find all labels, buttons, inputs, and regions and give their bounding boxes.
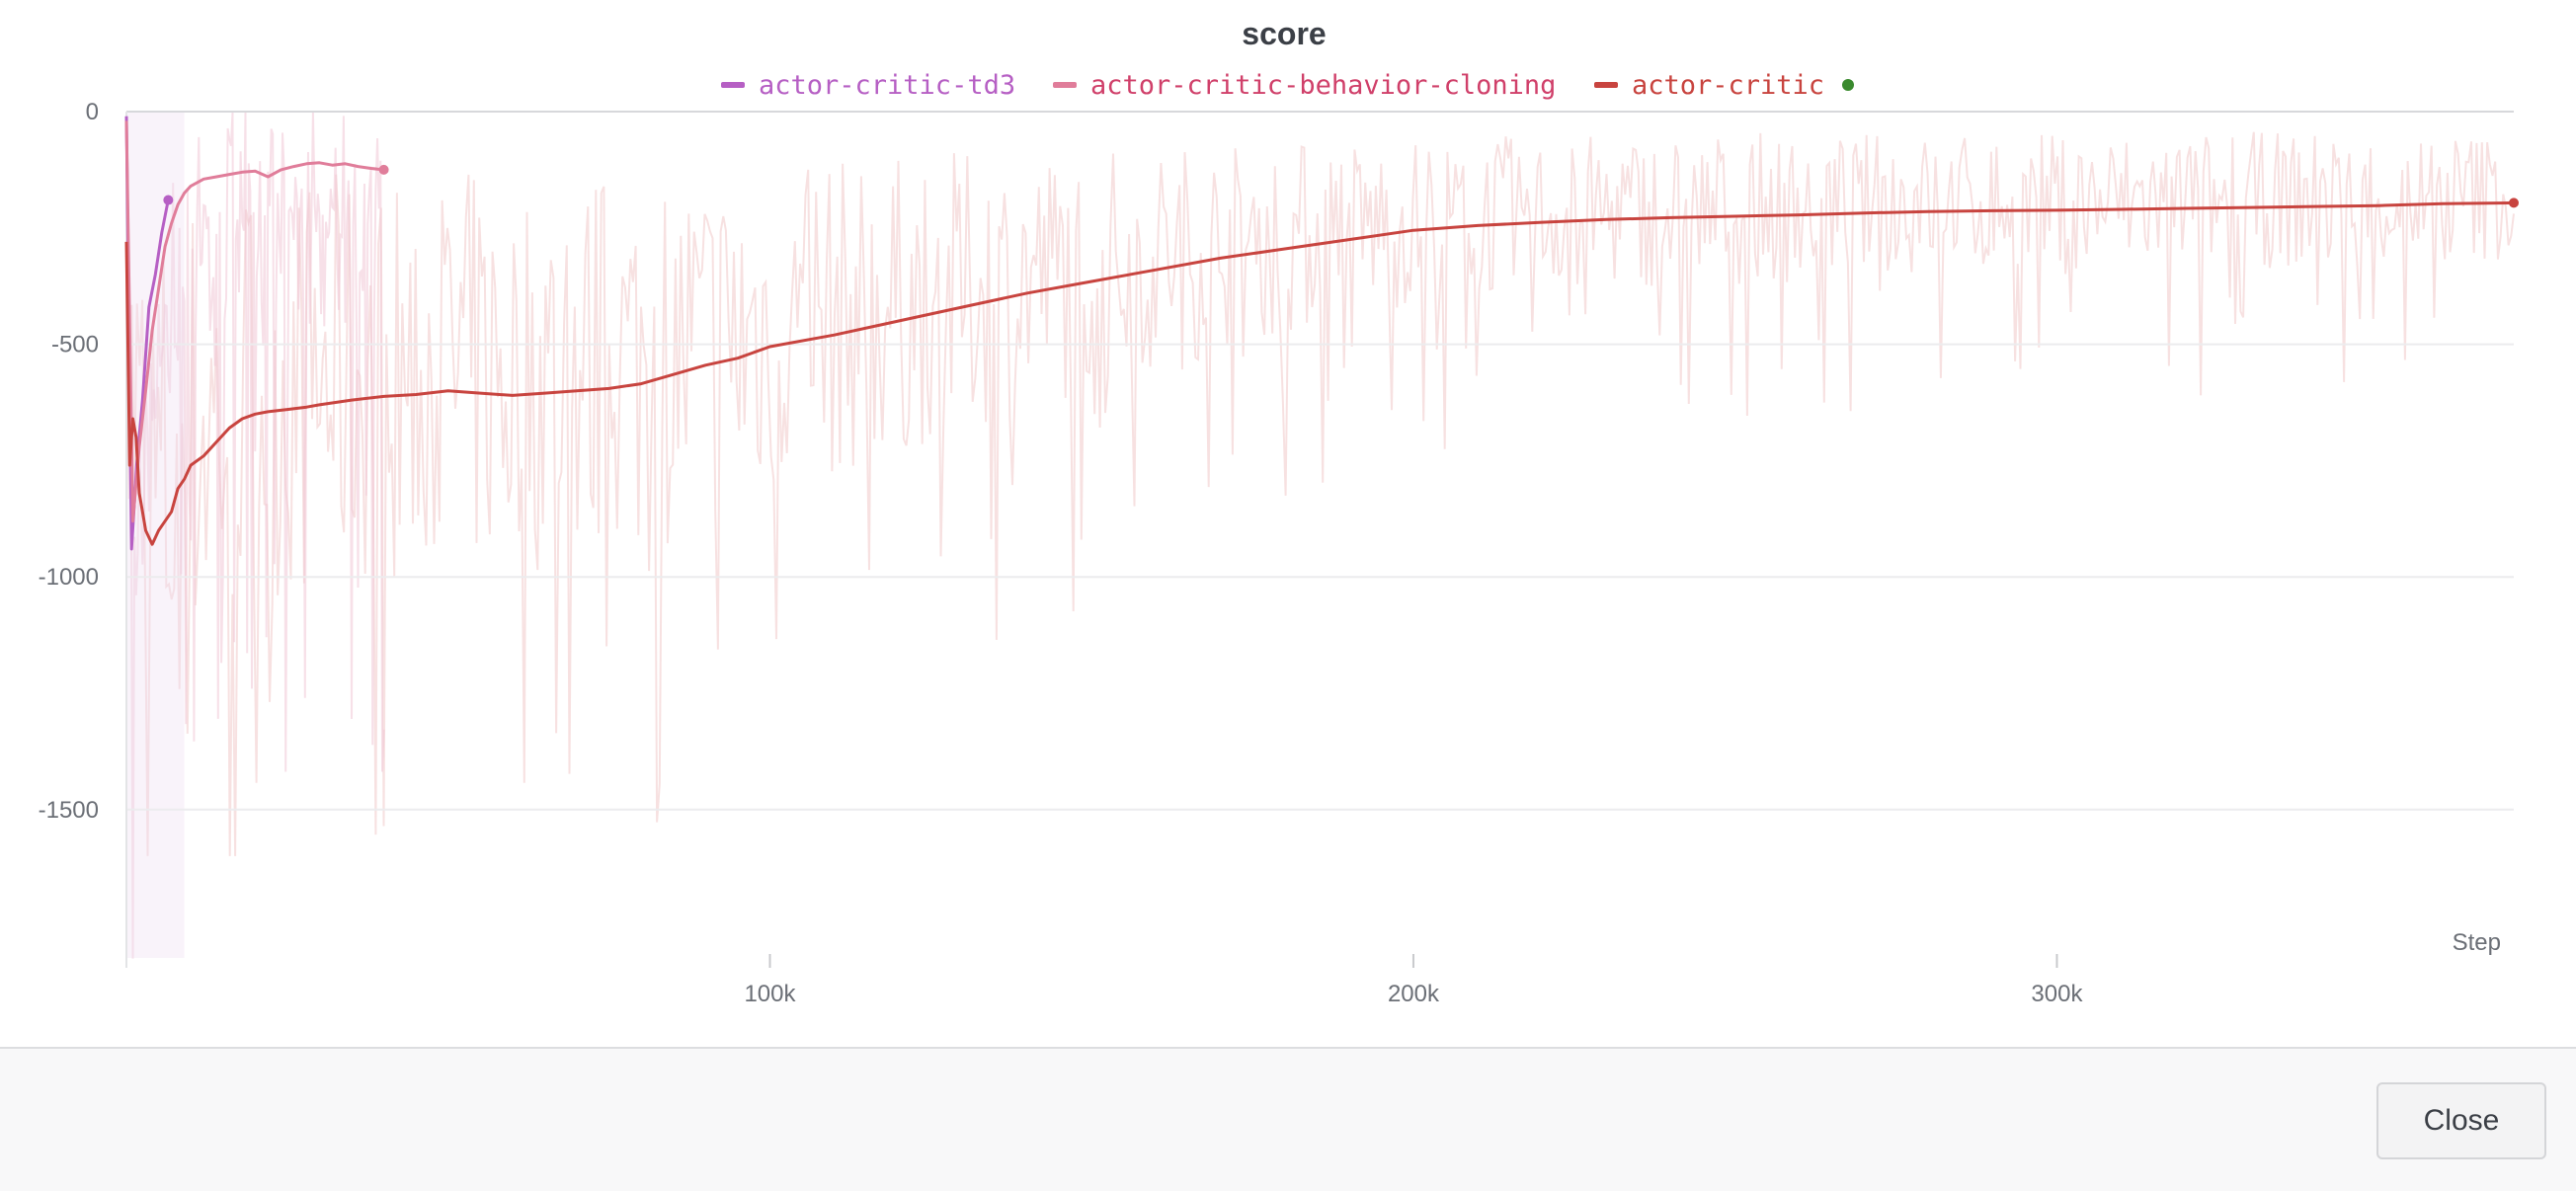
- x-axis-ticks: 100k 200k 300k: [125, 112, 2083, 1007]
- y-axis-ticks: 0 -500 -1000 -1500: [39, 99, 99, 824]
- x-axis-label: Step: [2453, 929, 2501, 956]
- legend-label: actor-critic: [1632, 69, 1825, 101]
- series-endpoint-actor-critic-td3: [163, 195, 174, 205]
- legend-swatch: [1594, 82, 1618, 88]
- chart-panel: 100k 200k 300k 0 -500 -1000 -1500 Step score …: [0, 16, 2576, 1007]
- actor-critic-raw-noise: [125, 131, 2515, 856]
- series-line-actor-critic-behavior-cloning: [124, 120, 384, 523]
- x-tick-label: 200k: [1388, 981, 1440, 1007]
- grid-lines: [126, 111, 2514, 811]
- legend-item-actor-critic-behavior-cloning[interactable]: actor-critic-behavior-cloning: [1053, 65, 1556, 105]
- series-lines: [124, 116, 2519, 551]
- x-tick-label: 300k: [2031, 981, 2083, 1007]
- legend-label: actor-critic-behavior-cloning: [1090, 69, 1557, 101]
- series-line-actor-critic-td3: [124, 116, 170, 551]
- legend-swatch: [721, 82, 745, 88]
- plot-area: 100k 200k 300k 0 -500 -1000 -1500 Step: [39, 99, 2519, 1007]
- close-button[interactable]: Close: [2376, 1082, 2546, 1159]
- legend: actor-critic-td3 actor-critic-behavior-c…: [0, 65, 2576, 105]
- x-tick-label: 100k: [744, 981, 796, 1007]
- series-endpoint-actor-critic: [2509, 198, 2519, 208]
- y-tick-label: -1000: [39, 564, 99, 591]
- series-endpoint-actor-critic-behavior-cloning: [378, 164, 389, 175]
- y-tick-label: 0: [86, 99, 99, 125]
- y-tick-label: -500: [51, 332, 99, 358]
- legend-item-actor-critic-td3[interactable]: actor-critic-td3: [721, 65, 1015, 105]
- footer-bar: Close: [0, 1047, 2576, 1191]
- raw-data-noise: [125, 111, 2515, 959]
- series-line-actor-critic: [124, 200, 2515, 546]
- chart-title: score: [1242, 16, 1327, 51]
- legend-item-actor-critic[interactable]: actor-critic: [1594, 65, 1855, 105]
- legend-label: actor-critic-td3: [759, 69, 1016, 101]
- behavior-cloning-raw-noise: [125, 111, 385, 959]
- y-tick-label: -1500: [39, 797, 99, 824]
- running-status-dot-icon: [1842, 79, 1855, 91]
- legend-swatch: [1053, 82, 1077, 88]
